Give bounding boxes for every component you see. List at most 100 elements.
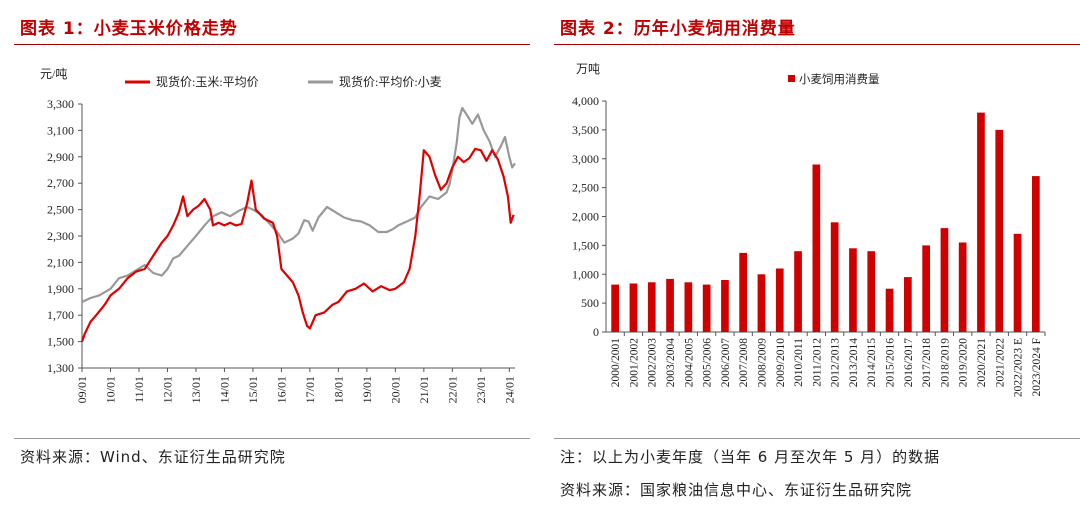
legend-label: 小麦饲用消费量 <box>799 72 880 86</box>
y-tick-label: 2,900 <box>47 150 74 164</box>
bar <box>739 252 747 332</box>
y-tick-label: 2,700 <box>47 176 74 190</box>
bar-chart: 万吨 0 500 1,000 1,500 2,000 2,500 3,000 3,500 4,00… <box>572 62 1046 397</box>
right-title-rule <box>554 44 1080 45</box>
bar <box>922 245 930 332</box>
bar <box>977 112 985 332</box>
bar <box>885 288 894 332</box>
bar <box>904 277 912 332</box>
y-tick-label: 1,500 <box>47 335 74 349</box>
series-line-corn <box>80 147 515 342</box>
y-tick-label: 500 <box>581 296 599 310</box>
legend-label-wheat: 现货价:平均价:小麦 <box>339 74 442 89</box>
bar <box>684 282 693 332</box>
x-tick-label: 10/01 <box>103 376 117 403</box>
y-tick-label: 3,100 <box>47 123 74 137</box>
y-tick-label: 3,000 <box>572 152 599 166</box>
x-tick-label: 2023/2024 F <box>1031 338 1043 396</box>
bar <box>1032 176 1040 332</box>
x-tick-label: 2021/2022 <box>994 338 1006 387</box>
x-tick-label: 16/01 <box>274 376 288 403</box>
y-unit-label: 元/吨 <box>40 67 67 81</box>
bar <box>794 251 802 332</box>
x-tick-label: 2000/2001 <box>610 338 622 387</box>
bar <box>995 129 1004 332</box>
bar <box>958 242 967 332</box>
bar <box>812 164 821 332</box>
series-line-wheat <box>81 106 516 303</box>
x-tick-label: 09/01 <box>75 376 89 403</box>
right-note: 注：以上为小麦年度（当年 6 月至次年 5 月）的数据 <box>560 448 941 466</box>
y-unit-label: 万吨 <box>576 62 600 76</box>
x-tick-label: 2005/2006 <box>702 338 714 387</box>
bar <box>647 282 656 332</box>
x-tick-label: 2010/2011 <box>793 338 805 387</box>
bar <box>666 278 674 332</box>
x-tick-label: 2018/2019 <box>939 338 951 387</box>
bar <box>867 251 876 332</box>
x-tick-label: 2001/2002 <box>628 338 640 387</box>
left-figure-title: 图表 1：小麦玉米价格走势 <box>20 19 238 39</box>
legend-label-corn: 现货价:玉米:平均价 <box>156 74 259 89</box>
bar <box>702 284 711 332</box>
x-tick-label: 2008/2009 <box>756 338 768 387</box>
y-tick-label: 1,000 <box>572 267 599 281</box>
x-tick-label: 17/01 <box>303 376 317 403</box>
bar <box>629 283 638 332</box>
right-figure-title: 图表 2：历年小麦饲用消费量 <box>560 19 796 39</box>
x-tick-label: 2009/2010 <box>775 338 787 387</box>
y-tick-label: 4,000 <box>572 94 599 108</box>
left-title-rule <box>14 44 530 45</box>
left-source: 资料来源：Wind、东证衍生品研究院 <box>20 448 286 466</box>
x-tick-label: 2007/2008 <box>738 338 750 387</box>
x-tick-label: 2012/2013 <box>830 338 842 387</box>
y-tick-label: 2,100 <box>47 255 74 269</box>
x-tick-label: 2017/2018 <box>921 338 933 387</box>
x-tick-label: 2013/2014 <box>848 338 860 387</box>
right-source: 资料来源：国家粮油信息中心、东证衍生品研究院 <box>560 481 913 499</box>
line-chart: 元/吨 1,300 1,500 1,700 1,900 2,100 2,300 2,500 2,… <box>40 67 516 403</box>
bar <box>775 268 784 332</box>
x-tick-label: 2020/2021 <box>976 338 988 387</box>
x-tick-label: 2014/2015 <box>866 338 878 387</box>
bar <box>849 248 857 332</box>
bar <box>721 280 729 332</box>
x-tick-label: 14/01 <box>217 376 231 403</box>
x-tick-label: 23/01 <box>474 376 488 403</box>
y-tick-label: 2,000 <box>572 210 599 224</box>
y-tick-label: 1,500 <box>572 238 599 252</box>
y-tick-label: 1,300 <box>47 361 74 375</box>
x-tick-label: 2003/2004 <box>665 338 677 387</box>
x-tick-label: 2022/2023 E <box>1013 338 1025 397</box>
y-tick-label: 2,500 <box>47 203 74 217</box>
x-tick-label: 2002/2003 <box>647 338 659 387</box>
left-source-rule <box>14 438 530 439</box>
y-tick-label: 2,300 <box>47 229 74 243</box>
bar <box>1013 233 1022 332</box>
x-tick-label: 2011/2012 <box>811 338 823 387</box>
x-tick-label: 24/01 <box>502 376 516 403</box>
x-tick-label: 20/01 <box>388 376 402 403</box>
y-tick-label: 0 <box>593 325 599 339</box>
x-tick-label: 11/01 <box>132 376 146 403</box>
bar <box>757 274 766 333</box>
x-tick-label: 21/01 <box>417 376 431 403</box>
y-tick-label: 1,700 <box>47 308 74 322</box>
x-tick-label: 2019/2020 <box>958 338 970 387</box>
x-tick-label: 2015/2016 <box>885 338 897 387</box>
y-tick-label: 3,300 <box>47 97 74 111</box>
bar <box>830 222 839 332</box>
x-tick-label: 13/01 <box>189 376 203 403</box>
x-tick-label: 2006/2007 <box>720 338 732 387</box>
y-tick-label: 2,500 <box>572 181 599 195</box>
x-tick-label: 15/01 <box>246 376 260 403</box>
x-tick-label: 12/01 <box>160 376 174 403</box>
legend-swatch <box>788 75 795 82</box>
y-tick-label: 1,900 <box>47 282 74 296</box>
x-tick-label: 19/01 <box>360 376 374 403</box>
x-tick-label: 22/01 <box>445 376 459 403</box>
left-figure: 图表 1：小麦玉米价格走势 元/吨 1,300 1,500 1,700 1,900 2,1… <box>0 0 530 513</box>
x-tick-label: 2016/2017 <box>903 338 915 387</box>
right-figure: 图表 2：历年小麦饲用消费量 万吨 0 500 1,000 1,500 2,000 2,50… <box>550 0 1080 513</box>
bar <box>611 284 619 332</box>
